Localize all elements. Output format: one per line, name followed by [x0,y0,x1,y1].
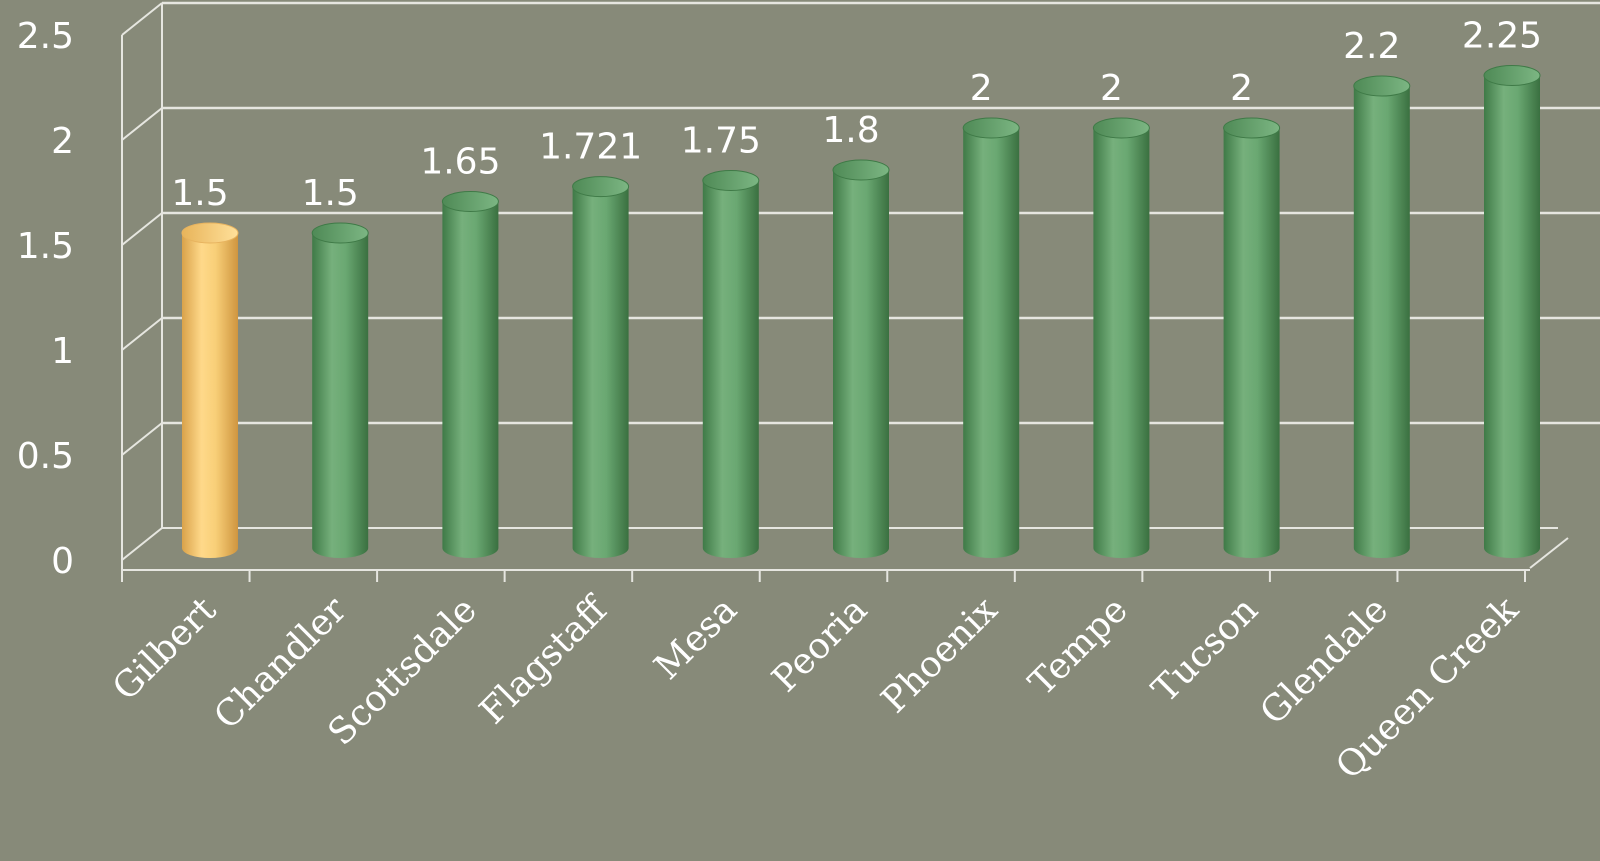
bar-top [962,117,1020,139]
bar-phoenix [962,117,1020,558]
gridline-diagonal [121,317,163,351]
y-tick-label: 0.5 [17,436,74,477]
bars [181,65,1541,558]
gridline-diagonal [121,422,163,456]
bar-queen-creek [1483,65,1541,558]
bar-body [442,201,499,558]
data-label: 2 [1230,68,1253,109]
category-label: Tucson [1145,589,1266,710]
data-label: 2 [1100,68,1123,109]
category-label: Tempe [1021,589,1136,704]
y-tick-label: 1.5 [17,226,74,267]
bar-scottsdale [441,191,499,558]
data-label: 2.25 [1462,16,1542,57]
bar-body [312,233,369,558]
y-axis-tick-labels: 0 0.5 1 1.5 2 2.5 [17,16,74,582]
data-labels: 1.5 1.5 1.65 1.721 1.75 1.8 2 2 2 2.2 2.25 [171,16,1542,215]
category-label: Gilbert [105,589,225,709]
bar-top [1483,65,1541,86]
y-tick-label: 2 [51,121,74,162]
bar-body [1223,128,1280,558]
bar-gilbert [181,222,239,558]
bar-body [963,128,1020,558]
bar-top [311,222,369,244]
gridline-diagonal [121,2,163,36]
bar-top [572,176,630,198]
category-label: Mesa [647,589,745,687]
bar-tucson [1223,117,1281,558]
data-label: 1.721 [539,127,642,168]
data-label: 2 [970,68,993,109]
category-label: Peoria [765,589,876,700]
bar-top [702,170,760,191]
y-tick-label: 1 [51,331,74,372]
bar-body [182,233,238,558]
y-tick-label: 2.5 [17,16,74,57]
bar-top [441,191,499,212]
bar-body [1093,128,1150,558]
bar-body [702,180,759,558]
data-label: 1.5 [171,173,228,214]
bar-flagstaff [572,176,630,558]
y-tick-label: 0 [51,541,74,582]
bar-top [1223,117,1281,139]
category-label: Phoenix [874,589,1006,721]
bar-body [833,170,889,558]
data-label: 1.8 [822,110,879,151]
bar-mesa [702,170,760,558]
bar-body [1484,75,1540,558]
bar-peoria [832,159,890,558]
data-label: 1.65 [420,142,500,183]
bar-top [832,159,890,181]
bar-glendale [1353,75,1411,558]
data-label: 2.2 [1343,26,1400,67]
floor-right-edge [1529,537,1569,569]
category-label: Flagstaff [472,588,617,733]
data-label: 1.5 [302,173,359,214]
gridline-diagonal [121,107,163,141]
bar-body [1353,86,1410,558]
bar-chandler [311,222,369,558]
gridline-diagonal [121,212,163,246]
data-label: 1.75 [681,121,761,162]
gridline-diagonal [121,527,163,561]
bar-top [1353,75,1411,97]
bar-tempe [1092,117,1150,558]
bar-top [181,222,239,244]
bar-body [572,186,629,558]
bar-top [1092,117,1150,139]
